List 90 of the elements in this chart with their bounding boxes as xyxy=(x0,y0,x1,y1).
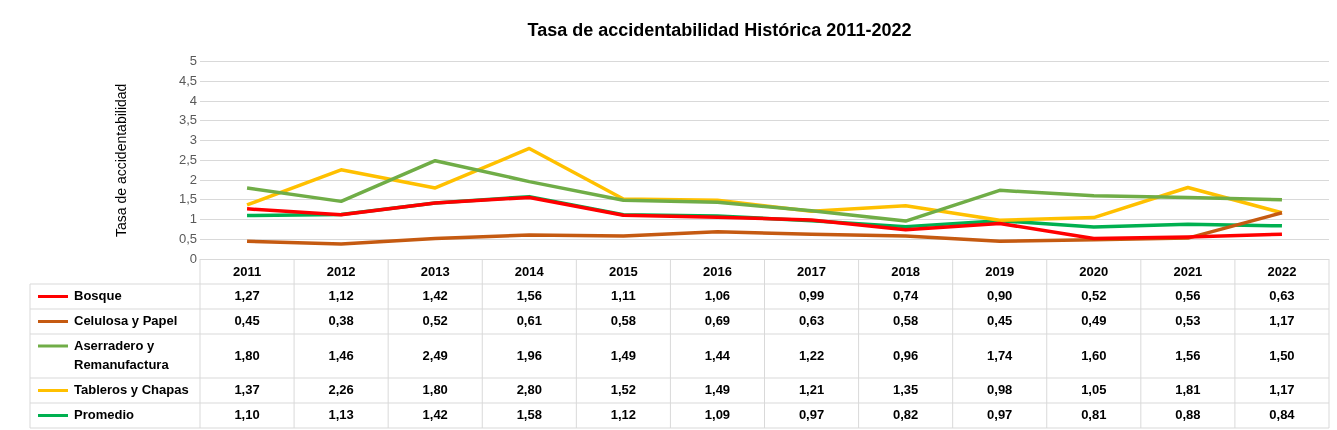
x-tick-label: 2019 xyxy=(985,264,1015,280)
data-label: 0,88 xyxy=(1175,407,1201,423)
data-label: 1,49 xyxy=(610,347,637,363)
data-label: 1,74 xyxy=(987,347,1014,363)
data-label: 1,50 xyxy=(1269,347,1295,363)
x-tick-label: 2017 xyxy=(797,264,826,280)
y-tick-label: 4 xyxy=(189,92,197,108)
y-axis-title: Tasa de accidentabilidad xyxy=(113,83,130,237)
data-label: 0,53 xyxy=(1175,313,1201,329)
data-label: 1,05 xyxy=(1081,382,1107,398)
legend-label: Promedio xyxy=(74,407,135,423)
data-label: 0,61 xyxy=(516,313,542,329)
data-label: 1,21 xyxy=(798,382,825,398)
data-label: 0,49 xyxy=(1081,313,1107,329)
x-tick-label: 2013 xyxy=(420,264,450,280)
data-label: 1,56 xyxy=(1175,347,1201,363)
y-tick-label: 1,5 xyxy=(178,191,197,207)
y-tick-label: 3,5 xyxy=(178,112,197,128)
y-tick-label: 4,5 xyxy=(178,72,197,88)
data-label: 0,38 xyxy=(328,313,354,329)
data-label: 1,35 xyxy=(892,382,919,398)
data-label: 0,99 xyxy=(798,288,825,304)
y-tick-label: 5 xyxy=(189,53,197,69)
y-tick-label: 0,5 xyxy=(178,230,197,246)
data-label: 0,84 xyxy=(1269,407,1296,423)
data-label: 1,27 xyxy=(234,288,260,304)
data-label: 0,98 xyxy=(987,382,1013,398)
x-tick-label: 2018 xyxy=(891,264,921,280)
data-label: 1,52 xyxy=(610,382,637,398)
data-label: 0,69 xyxy=(704,313,731,329)
x-tick-label: 2014 xyxy=(514,264,545,280)
data-label: 1,56 xyxy=(516,288,542,304)
data-label: 1,11 xyxy=(611,288,636,304)
data-label: 0,97 xyxy=(798,407,825,423)
data-label: 1,96 xyxy=(516,347,542,363)
y-tick-label: 2 xyxy=(189,171,197,187)
data-label: 1,81 xyxy=(1175,382,1201,398)
data-label: 1,80 xyxy=(234,347,260,363)
data-label: 0,97 xyxy=(987,407,1013,423)
data-label: 0,63 xyxy=(1269,288,1295,304)
data-label: 0,45 xyxy=(987,313,1013,329)
legend-label: Celulosa y Papel xyxy=(74,313,178,329)
data-label: 0,63 xyxy=(798,313,825,329)
legend-label: Aserradero y Remanufactura xyxy=(74,338,170,373)
x-tick-label: 2020 xyxy=(1079,264,1109,280)
data-label: 0,52 xyxy=(1081,288,1107,304)
data-label: 2,26 xyxy=(328,382,354,398)
data-label: 1,44 xyxy=(704,347,731,363)
data-label: 1,17 xyxy=(1269,313,1295,329)
data-label: 1,12 xyxy=(610,407,637,423)
data-label: 0,74 xyxy=(892,288,920,304)
data-label: 1,60 xyxy=(1081,347,1107,363)
x-tick-label: 2016 xyxy=(703,264,732,280)
x-tick-label: 2022 xyxy=(1267,264,1297,280)
data-label: 2,80 xyxy=(516,382,542,398)
chart-title: Tasa de accidentabilidad Histórica 2011-2022 xyxy=(527,19,912,40)
data-label: 1,12 xyxy=(328,288,354,304)
data-label: 1,06 xyxy=(704,288,731,304)
data-label: 0,82 xyxy=(892,407,919,423)
data-label: 1,10 xyxy=(234,407,260,423)
data-label: 1,80 xyxy=(422,382,448,398)
y-tick-label: 3 xyxy=(189,132,197,148)
data-label: 1,17 xyxy=(1269,382,1295,398)
data-label: 1,46 xyxy=(328,347,354,363)
data-label: 1,09 xyxy=(704,407,731,423)
data-label: 0,96 xyxy=(892,347,919,363)
x-tick-label: 2012 xyxy=(326,264,356,280)
data-label: 1,49 xyxy=(704,382,731,398)
data-label: 0,81 xyxy=(1081,407,1107,423)
data-label: 0,58 xyxy=(892,313,919,329)
data-label: 1,37 xyxy=(234,382,260,398)
data-label: 1,42 xyxy=(422,288,448,304)
data-label: 1,13 xyxy=(328,407,354,423)
data-label: 1,22 xyxy=(798,347,825,363)
y-tick-label: 0 xyxy=(189,250,197,266)
data-label: 0,58 xyxy=(610,313,637,329)
data-label: 1,58 xyxy=(516,407,542,423)
legend-label: Tableros y Chapas xyxy=(74,382,189,398)
x-tick-label: 2021 xyxy=(1173,264,1203,280)
x-tick-label: 2015 xyxy=(608,264,638,280)
data-label: 0,90 xyxy=(987,288,1013,304)
y-tick-label: 1 xyxy=(189,211,197,227)
data-label: 0,56 xyxy=(1175,288,1201,304)
y-tick-label: 2,5 xyxy=(178,151,197,167)
legend-label: Bosque xyxy=(74,288,122,304)
x-tick-label: 2011 xyxy=(232,264,262,280)
data-label: 1,42 xyxy=(422,407,448,423)
data-label: 0,52 xyxy=(422,313,448,329)
data-label: 0,45 xyxy=(234,313,260,329)
data-label: 2,49 xyxy=(422,347,448,363)
